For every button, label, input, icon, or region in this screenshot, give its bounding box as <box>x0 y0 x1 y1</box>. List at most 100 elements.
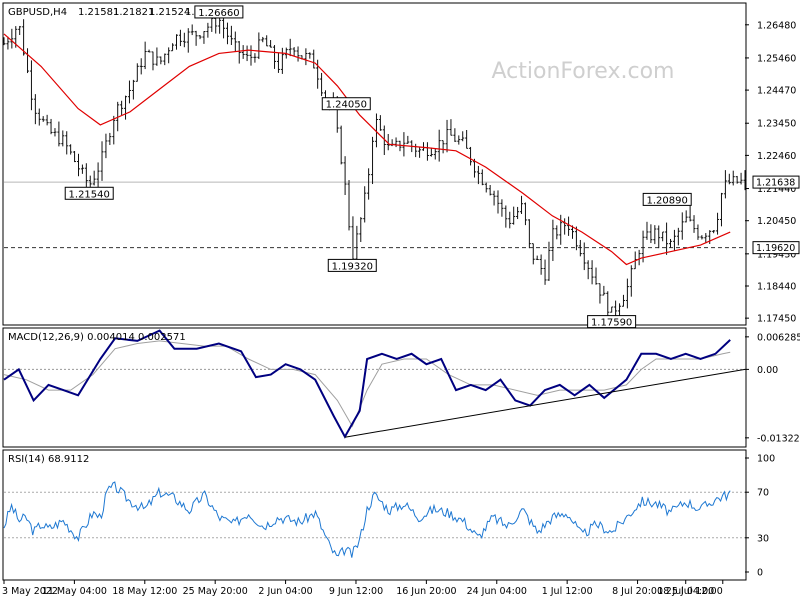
ohlc-bar <box>10 28 14 49</box>
ohlc-bar <box>461 131 465 142</box>
ohlc-bar <box>57 121 61 147</box>
ohlc-bar <box>378 115 382 131</box>
moving-average-line <box>3 33 731 266</box>
ohlc-bar <box>547 241 551 281</box>
price-annotation: 1.19320 <box>327 258 377 272</box>
ohlc-bar <box>198 35 202 40</box>
ohlc-bar <box>76 153 80 177</box>
ohlc-bar <box>84 163 88 191</box>
ohlc-bar <box>116 101 120 132</box>
price-tick-label: 1.23450 <box>757 119 796 130</box>
ohlc-bar <box>233 31 237 52</box>
ohlc-bar <box>520 195 524 214</box>
ohlc-bar <box>382 125 386 155</box>
ohlc-bar <box>590 260 594 285</box>
rsi-layer: 100 70 30 0 <box>3 454 775 579</box>
x-tick-label: 25 Jul 12:00 <box>666 586 723 597</box>
ohlc-bar <box>480 169 484 186</box>
ohlc-bar <box>488 185 492 196</box>
x-tick-label: 18 Jul 04:00 <box>657 586 714 597</box>
ohlc-bar <box>578 239 582 257</box>
price-tick-label: 1.26480 <box>757 20 796 31</box>
macd-tick-label: 0.00 <box>757 365 778 376</box>
ohlc-bar <box>143 41 147 70</box>
ohlc-bar <box>684 210 688 223</box>
ohlc-bar <box>186 28 190 53</box>
ohlc-bar <box>719 192 723 227</box>
ohlc-bar <box>320 72 324 97</box>
ohlc-bar <box>598 283 602 304</box>
rsi-tick-label: 0 <box>757 568 763 579</box>
ohlc-bar <box>280 47 284 74</box>
ohlc-bar <box>53 128 57 137</box>
chart-header: GBPUSD,H4 1.21581 1.21821 1.21524 1.2163… <box>8 7 226 18</box>
ohlc-bar <box>523 202 527 226</box>
rsi-line <box>3 481 731 558</box>
ohlc-bar <box>194 30 198 46</box>
ohlc-bar <box>594 267 598 285</box>
watermark: ActionForex.com <box>492 59 675 84</box>
ohlc-bar <box>649 224 653 244</box>
ohlc-bar <box>6 36 10 50</box>
rsi-tick-label: 70 <box>757 488 769 499</box>
price-tick-label: 1.21440 <box>757 184 796 195</box>
macd-trendline <box>344 368 746 438</box>
ohlc-bar <box>206 22 210 38</box>
price-tick-label: 1.24470 <box>757 86 796 97</box>
ohlc-bar <box>237 41 241 64</box>
ohlc-bar <box>661 231 665 242</box>
ohlc-bar <box>582 242 586 271</box>
ohlc-bar <box>386 133 390 151</box>
ohlc-bar <box>241 45 245 59</box>
ohlc-bar <box>500 199 504 217</box>
ohlc-bar <box>261 36 265 43</box>
ohlc-bar <box>516 206 520 220</box>
ohlc-bar <box>618 303 622 317</box>
ohlc-bar <box>265 35 269 47</box>
ohlc-bar <box>163 53 167 66</box>
x-tick-label: 8 Jul 20:00 <box>612 586 663 597</box>
ohlc-bar <box>696 224 700 240</box>
ohlc-bar <box>504 205 508 228</box>
ohlc-bar <box>672 229 676 251</box>
ohlc-bar <box>202 31 206 44</box>
ohlc-bar <box>621 294 625 307</box>
ohlc-bar <box>602 285 606 296</box>
ohlc-bar <box>676 227 680 246</box>
ohlc-bar <box>457 135 461 145</box>
ohlc-bar <box>316 59 320 89</box>
ohlc-bar <box>508 211 512 229</box>
open-value: 1.21581 <box>78 7 119 18</box>
ohlc-bar <box>551 219 555 262</box>
ohlc-bar <box>512 206 516 225</box>
ohlc-bar <box>190 24 194 36</box>
support-price-label: 1.19620 <box>756 243 795 254</box>
ohlc-bar <box>249 45 253 66</box>
ohlc-bar <box>433 148 437 160</box>
ohlc-bar <box>645 221 649 240</box>
x-tick-label: 25 May 20:00 <box>183 586 248 597</box>
ohlc-bar <box>567 216 571 236</box>
ohlc-bar <box>288 38 292 57</box>
rsi-tick-label: 100 <box>757 454 775 465</box>
ohlc-bar <box>680 212 684 240</box>
ohlc-bar <box>535 255 539 261</box>
ohlc-bar <box>49 118 53 135</box>
ohlc-bar <box>120 100 124 115</box>
ohlc-bar <box>29 60 33 111</box>
ohlc-bar <box>269 40 273 48</box>
price-annotation-label: 1.26660 <box>198 8 239 19</box>
ohlc-bar <box>367 168 371 200</box>
ohlc-bar <box>69 144 73 155</box>
ohlc-bar <box>586 260 590 280</box>
ohlc-bar <box>108 132 112 146</box>
price-annotation-label: 1.21540 <box>69 189 110 200</box>
ohlc-bar <box>476 165 480 185</box>
ohlc-bar <box>727 173 731 185</box>
ohlc-bar <box>472 158 476 178</box>
ohlc-bar <box>437 129 441 162</box>
x-tick-label: 16 Jun 20:00 <box>396 586 456 597</box>
ohlc-bar <box>716 212 720 235</box>
price-annotation-label: 1.24050 <box>326 100 367 111</box>
